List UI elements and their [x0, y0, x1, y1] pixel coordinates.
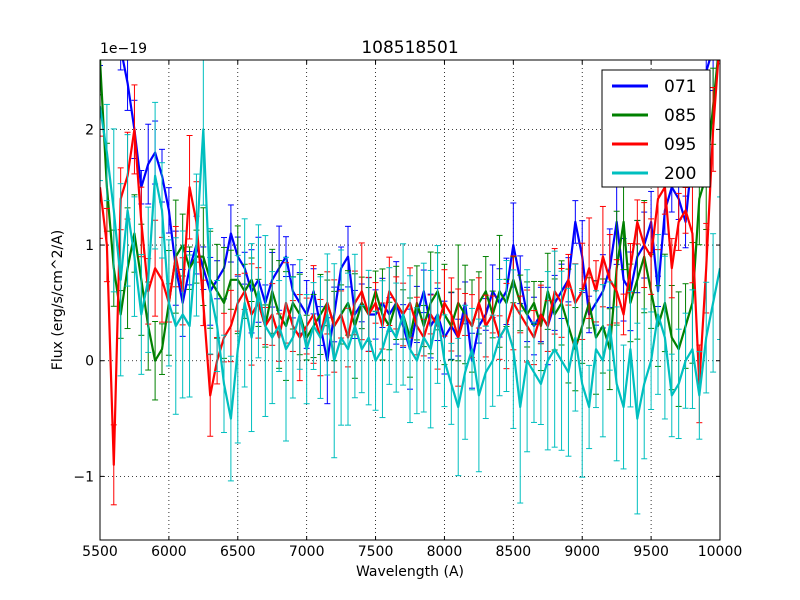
- axis-ticks: 5500 6000 6500 7000 7500 8000 8500 9000 9500 1000…: [73, 60, 742, 560]
- x-tick-label: 8000: [427, 544, 463, 560]
- y-tick-label: 0: [85, 354, 94, 370]
- series-200: [100, 60, 720, 515]
- chart-title: 108518501: [361, 38, 458, 58]
- y-tick-label: 2: [85, 122, 94, 138]
- y-axis-label: Flux (erg/s/cm^2/A): [50, 230, 66, 370]
- x-tick-label: 7000: [289, 544, 325, 560]
- x-tick-label: 7500: [358, 544, 394, 560]
- legend-label: 071: [664, 77, 696, 97]
- x-tick-label: 9000: [564, 544, 600, 560]
- x-tick-label: 8500: [496, 544, 532, 560]
- x-tick-label: 5500: [82, 544, 118, 560]
- y-tick-label: 1: [85, 238, 94, 254]
- plot-frame: [99, 59, 721, 541]
- legend-label: 085: [664, 106, 696, 126]
- x-tick-label: 10000: [698, 544, 743, 560]
- y-tick-label: −1: [73, 469, 94, 485]
- x-tick-label: 9500: [633, 544, 669, 560]
- x-tick-label: 6500: [220, 544, 256, 560]
- x-axis-label: Wavelength (A): [356, 564, 464, 580]
- legend: 071 085 095 200: [601, 69, 711, 188]
- y-scale-label: 1e−19: [100, 41, 147, 57]
- legend-label: 095: [664, 135, 696, 155]
- series-group: [100, 60, 720, 515]
- series-line-200: [100, 106, 720, 420]
- x-tick-label: 6000: [151, 544, 187, 560]
- legend-box: [601, 69, 711, 188]
- legend-label: 200: [664, 164, 696, 184]
